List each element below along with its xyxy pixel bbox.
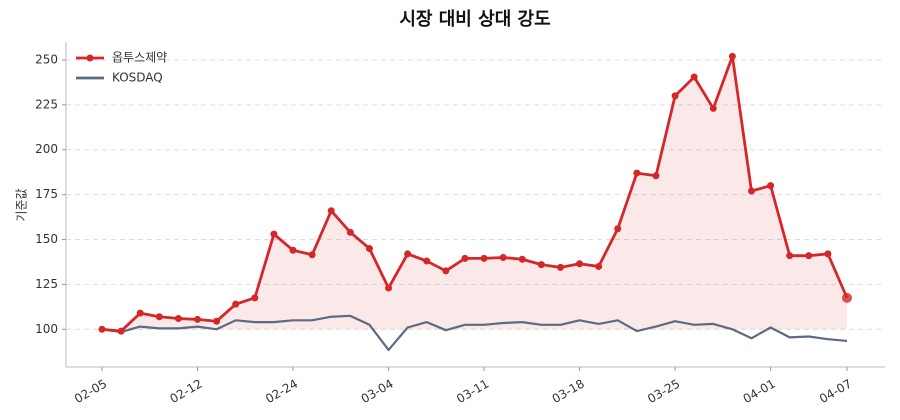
data-point [461,254,469,262]
data-point [690,73,698,81]
y-tick-label: 250 [35,52,58,66]
data-point [518,255,526,263]
data-point [365,244,373,252]
data-point [327,207,335,215]
data-point [709,104,717,112]
x-tick-label: 02-12 [168,377,205,407]
legend-label: 옵투스제약 [112,50,167,65]
chart-title: 시장 대비 상대 강도 [399,9,550,30]
x-tick-label: 02-24 [263,377,300,407]
data-point [404,250,412,258]
data-point [747,187,755,195]
data-point [194,315,202,323]
data-point [824,250,832,258]
legend: 옵투스제약 KOSDAQ [76,50,167,85]
y-tick-label: 200 [35,142,58,156]
data-point [556,263,564,271]
y-tick-label: 150 [35,232,58,246]
data-point [117,327,125,335]
x-tick-label: 03-04 [359,377,396,407]
x-tick-label: 03-18 [550,377,587,407]
data-point [767,182,775,190]
data-point [442,267,450,275]
data-point [671,92,679,100]
y-tick-label: 225 [35,97,58,111]
data-point [576,260,584,268]
data-point [652,172,660,180]
y-axis-label: 기준값 [15,188,29,221]
data-point [385,284,393,292]
data-point [98,325,106,333]
y-tick-label: 100 [35,322,58,336]
legend-marker [86,54,94,62]
data-point [423,257,431,265]
x-tick-label: 02-05 [72,377,109,407]
data-point [614,225,622,233]
data-point [633,169,641,177]
data-point [480,254,488,262]
data-point [346,228,354,236]
x-tick-label: 03-25 [645,377,682,407]
data-point [270,230,278,238]
x-tick-label: 03-11 [454,377,491,407]
x-tick-label: 04-01 [741,377,778,407]
data-point [136,309,144,317]
data-point [308,251,316,259]
x-tick-label: 04-07 [817,377,854,407]
data-point [786,252,794,260]
data-point [289,246,297,254]
data-point [213,317,221,325]
data-point [842,292,852,303]
legend-label: KOSDAQ [112,71,163,85]
data-point [805,252,813,260]
data-point [251,294,259,302]
data-point [499,253,507,261]
data-point [537,261,545,269]
series-line [101,314,848,352]
data-point [728,52,736,60]
area-fill [102,56,847,332]
series-line [101,54,849,333]
y-tick-label: 175 [35,187,58,201]
data-point [232,300,240,308]
data-point [155,313,163,321]
data-point [174,315,182,323]
data-point [595,262,603,270]
y-tick-label: 125 [35,277,58,291]
